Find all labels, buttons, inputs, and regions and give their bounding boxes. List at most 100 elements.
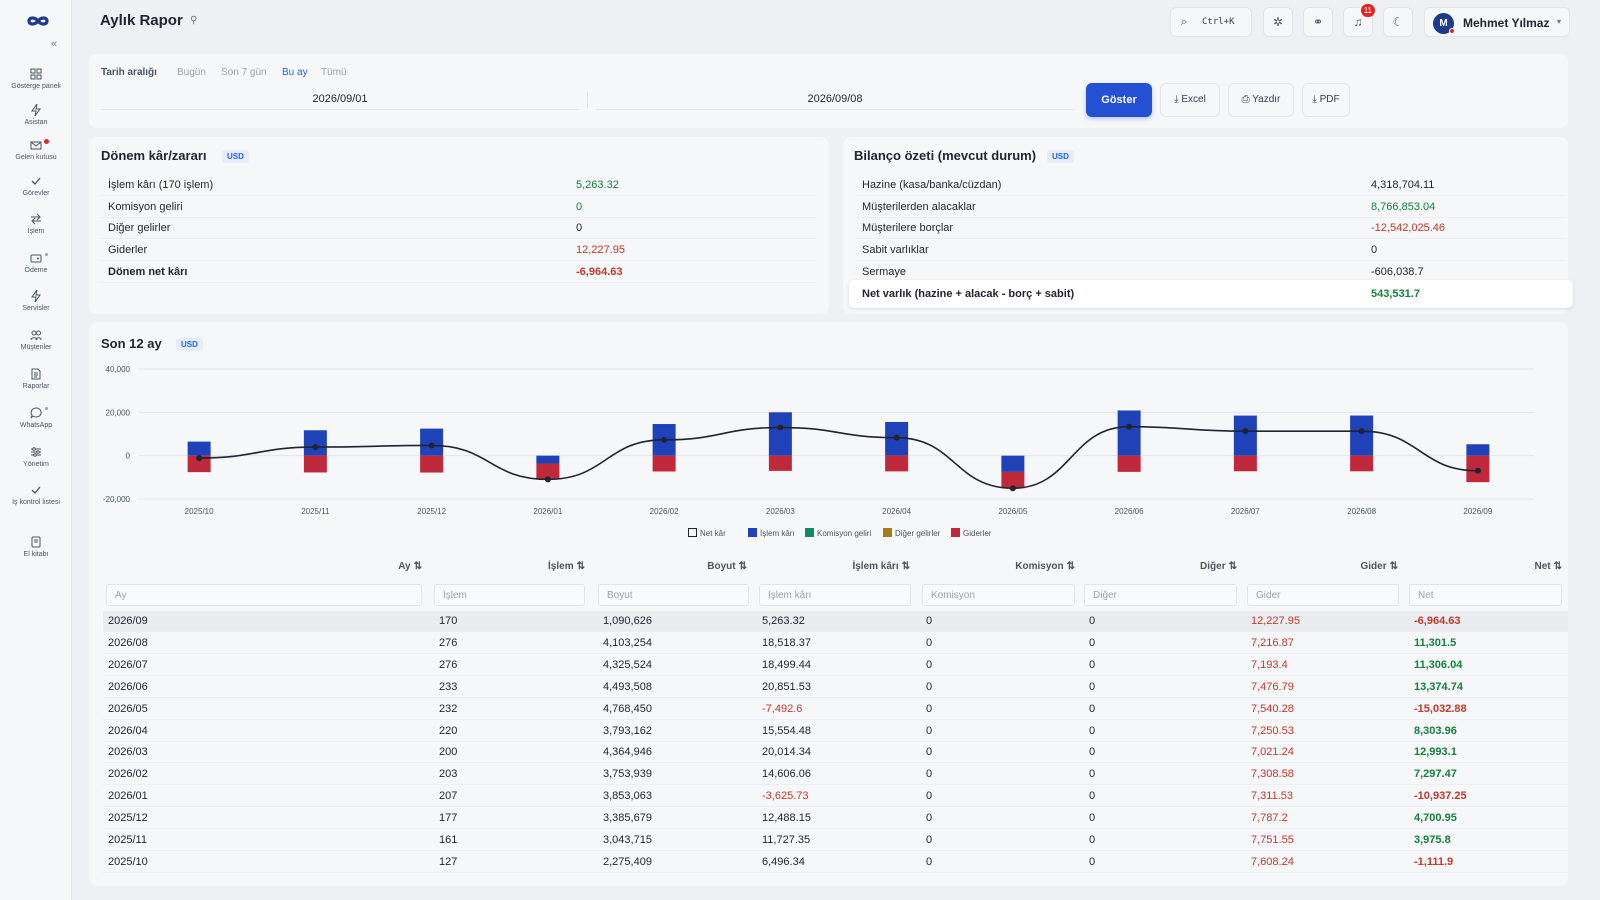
x-tick-label: 2026/08 [1347,507,1376,516]
user-menu[interactable]: M Mehmet Yılmaz ▾ [1424,7,1570,37]
profit-bar [1117,410,1141,456]
column-header[interactable]: İşlem kârı ⇅ [852,561,910,572]
print-button-label: Yazdır [1252,94,1281,105]
search-button[interactable]: ⌕ Ctrl+K [1170,7,1252,37]
column-filter-input[interactable] [1409,584,1562,606]
sidebar-item-11[interactable]: Yönetim [0,446,72,468]
table-cell: 7,250.53 [1251,724,1294,737]
table-row[interactable]: 2025/12 177 3,385,679 12,488.15 0 0 7,787.2 4,7… [103,808,1568,830]
legend-item[interactable]: Komisyon geliri [805,528,871,538]
pdf-button[interactable]: ⤓ PDF [1302,83,1350,117]
table-row[interactable]: 2026/01 207 3,853,063 -3,625.73 0 0 7,311.53 -1… [103,786,1568,808]
collapse-sidebar-icon[interactable]: « [51,38,58,50]
link-button[interactable]: ⚭ [1303,7,1333,37]
column-header[interactable]: Ay ⇅ [398,561,422,572]
user-name: Mehmet Yılmaz [1463,16,1550,30]
table-row[interactable]: 2025/11 161 3,043,715 11,727.35 0 0 7,751.55 3,… [103,830,1568,851]
legend-item[interactable]: Giderler [951,528,991,538]
legend-item[interactable]: Net kâr [688,528,726,538]
column-filter-input[interactable] [1247,584,1399,606]
column-filter-input[interactable] [759,584,911,606]
profit-bar [768,412,792,456]
period-pnl-card [89,137,829,314]
column-filter-input[interactable] [106,584,422,606]
end-date-field[interactable]: 2026/09/08 [596,88,1074,110]
column-header[interactable]: Gider ⇅ [1360,561,1398,572]
sidebar-item-5[interactable]: İşlem [0,213,72,235]
excel-button[interactable]: ⤓ Excel [1160,83,1220,117]
column-filter-input[interactable] [1084,584,1237,606]
column-filter-input[interactable] [434,584,585,606]
x-tick-label: 2026/05 [998,507,1027,516]
start-date-field[interactable]: 2026/09/01 [101,88,579,110]
print-button[interactable]: ⎙ Yazdır [1228,83,1294,117]
column-header[interactable]: Diğer ⇅ [1200,561,1237,572]
trend-currency-badge: USD [176,338,203,351]
table-row[interactable]: 2026/06 233 4,493,508 20,851.53 0 0 7,476.79 13… [103,677,1568,698]
expense-bar [187,455,211,473]
column-header-label: Net [1534,561,1551,572]
table-cell: 2026/09 [108,615,148,627]
sidebar-item-2[interactable]: Asistan [0,103,72,126]
column-filter-input[interactable] [922,584,1075,606]
sidebar-item-10[interactable]: WhatsApp [0,407,72,429]
column-header[interactable]: Net ⇅ [1534,561,1562,572]
range-option-today[interactable]: Bugün [177,67,206,78]
legend-item[interactable]: Diğer gelirler [883,528,940,538]
table-row[interactable]: 2026/02 203 3,753,939 14,606.06 0 0 7,308.58 7,… [103,764,1568,786]
table-cell: 3,753,939 [603,768,652,781]
debug-button[interactable]: ✲ [1263,7,1293,37]
table-row[interactable]: 2026/03 200 4,364,946 20,014.34 0 0 7,021.24 12… [103,742,1568,764]
show-button[interactable]: Göster [1086,83,1152,117]
column-header[interactable]: İşlem ⇅ [548,561,585,572]
table-row[interactable]: 2026/04 220 3,793,162 15,554.48 0 0 7,250.53 8,… [103,721,1568,742]
net-profit-point [893,434,900,441]
trend-title: Son 12 ay [101,336,162,351]
range-option-last-7-days[interactable]: Son 7 gün [221,67,267,78]
column-header-label: Gider [1360,561,1387,572]
table-row[interactable]: 2026/08 276 4,103,254 18,518.37 0 0 7,216.87 11… [103,633,1568,654]
sidebar-item-8[interactable]: Müşteriler [0,329,72,351]
x-tick-label: 2026/02 [650,507,679,516]
pin-icon[interactable]: ⚲ [190,15,198,26]
legend-item[interactable]: İşlem kârı [748,528,795,538]
sidebar-item-3[interactable]: Gelen kutusu [0,139,72,161]
table-row[interactable]: 2026/07 276 4,325,524 18,499.44 0 0 7,193.4 11,… [103,655,1568,676]
pnl-row: Komisyon geliri 0 [101,197,816,218]
x-tick-label: 2026/09 [1463,507,1492,516]
table-row[interactable]: 2026/09 170 1,090,626 5,263.32 0 0 12,227.95 -6… [103,611,1568,632]
sidebar-item-1[interactable]: Gösterge paneli [0,68,72,90]
range-option-this-month[interactable]: Bu ay [282,67,308,78]
sidebar-item-9[interactable]: Raporlar [0,368,72,390]
table-header: Ay ⇅ İşlem ⇅ Boyut ⇅ İşlem kârı ⇅ Komisyon ⇅ Diğer… [103,561,1568,575]
net-profit-point [1242,428,1249,435]
infinity-logo-icon[interactable] [20,10,56,32]
range-option-all[interactable]: Tümü [321,67,347,78]
table-cell: 0 [1089,702,1096,715]
column-filter-input[interactable] [598,584,749,606]
sidebar-item-7[interactable]: Servisler [0,289,72,312]
table-row[interactable]: 2025/10 127 2,275,409 6,496.34 0 0 7,608.24 -1,… [103,852,1568,873]
table-cell: 0 [926,812,933,825]
sort-icon: ⇅ [1389,561,1398,572]
sidebar-item-6[interactable]: Ödeme [0,252,72,274]
sort-icon: ⇅ [1066,561,1075,572]
table-row[interactable]: 2026/05 232 4,768,450 -7,492.6 0 0 7,540.28 -15… [103,699,1568,720]
net-profit-point [196,455,203,462]
net-profit-point [428,442,435,449]
column-header[interactable]: Boyut ⇅ [707,561,747,572]
pnl-row: Giderler 12,227.95 [101,240,816,262]
theme-toggle-button[interactable]: ☾ [1383,7,1413,37]
sidebar-item-4[interactable]: Görevler [0,175,72,197]
profit-bar [1466,444,1490,456]
table-cell: 0 [1089,724,1096,737]
column-header[interactable]: Komisyon ⇅ [1015,561,1075,572]
date-separator [587,92,588,108]
bolt-icon [0,103,72,117]
notifications-button[interactable]: ♫ 11 [1343,4,1375,37]
table-cell: 276 [439,636,458,649]
pnl-row: Dönem net kârı -6,964.63 [101,262,816,283]
sidebar-item-12[interactable]: İş kontrol listesi [0,484,72,506]
legend-swatch [688,528,697,537]
sidebar-item-13[interactable]: El kitabı [0,536,72,558]
